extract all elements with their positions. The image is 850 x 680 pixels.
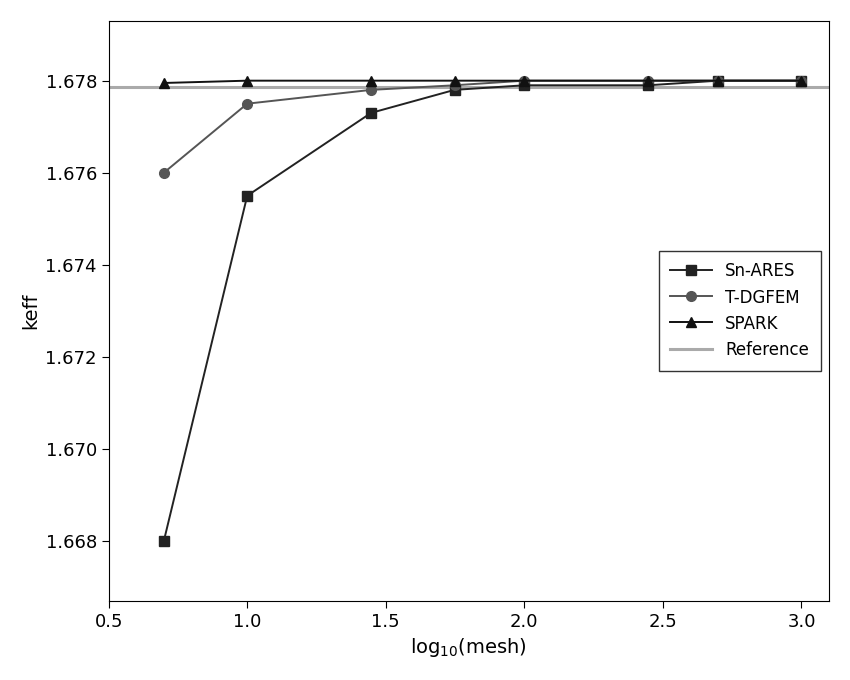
Line: SPARK: SPARK	[159, 75, 807, 88]
T-DGFEM	[242, 99, 252, 107]
SPARK	[242, 77, 252, 85]
Sn-ARES	[450, 86, 460, 94]
SPARK	[519, 77, 530, 85]
Line: T-DGFEM: T-DGFEM	[159, 75, 807, 177]
T-DGFEM	[796, 77, 807, 85]
Legend: Sn-ARES, T-DGFEM, SPARK, Reference: Sn-ARES, T-DGFEM, SPARK, Reference	[659, 251, 821, 371]
Sn-ARES	[519, 81, 530, 89]
T-DGFEM	[519, 77, 530, 85]
SPARK	[796, 77, 807, 85]
Sn-ARES	[366, 109, 377, 117]
T-DGFEM	[366, 86, 377, 94]
Sn-ARES	[796, 77, 807, 85]
SPARK	[713, 77, 723, 85]
X-axis label: $\mathrm{log_{10}(mesh)}$: $\mathrm{log_{10}(mesh)}$	[411, 636, 527, 659]
Y-axis label: keff: keff	[21, 292, 40, 329]
SPARK	[366, 77, 377, 85]
Sn-ARES	[713, 77, 723, 85]
Reference	[242, 82, 252, 90]
SPARK	[643, 77, 654, 85]
SPARK	[159, 79, 169, 87]
Line: Sn-ARES: Sn-ARES	[159, 75, 807, 546]
T-DGFEM	[450, 81, 460, 89]
T-DGFEM	[713, 77, 723, 85]
T-DGFEM	[643, 77, 654, 85]
T-DGFEM	[159, 169, 169, 177]
Sn-ARES	[643, 81, 654, 89]
Sn-ARES	[242, 192, 252, 200]
SPARK	[450, 77, 460, 85]
Sn-ARES	[159, 537, 169, 545]
